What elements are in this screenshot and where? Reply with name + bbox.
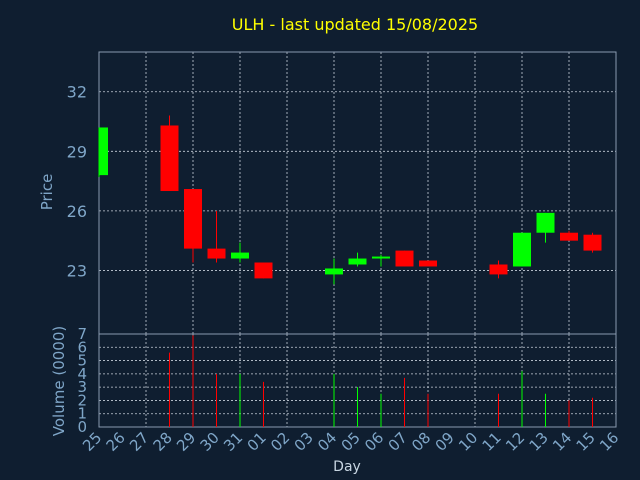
candle-body xyxy=(325,268,343,275)
candle-body xyxy=(160,125,179,192)
volume-bars xyxy=(169,335,593,427)
volume-tick-label: 0 xyxy=(77,418,87,436)
candle-body xyxy=(254,262,273,279)
price-tick-label: 32 xyxy=(67,83,87,102)
volume-tick-label: 4 xyxy=(77,365,87,383)
price-axis-label: Price xyxy=(38,174,56,211)
candle-body xyxy=(99,127,108,176)
volume-axis-label: Volume (0000) xyxy=(50,326,68,436)
volume-tick-label: 2 xyxy=(77,391,87,409)
candle-body xyxy=(489,264,508,275)
candle-body xyxy=(207,248,226,259)
price-tick-label: 23 xyxy=(67,261,87,280)
candle-body xyxy=(395,250,414,267)
chart-title: ULH - last updated 15/08/2025 xyxy=(232,15,478,34)
candle-body xyxy=(184,189,202,249)
candle-body xyxy=(536,212,555,233)
volume-tick-label: 1 xyxy=(77,405,87,423)
candle-body xyxy=(348,258,367,265)
price-tick-label: 29 xyxy=(67,142,87,161)
x-axis-label: Day xyxy=(333,459,361,475)
candles xyxy=(98,115,602,285)
volume-tick-label: 6 xyxy=(77,338,87,356)
candle-body xyxy=(372,256,390,259)
price-axis-ticks: 23 26 29 32 xyxy=(67,83,87,281)
volume-tick-label: 7 xyxy=(77,325,87,343)
price-tick-label: 26 xyxy=(67,202,87,221)
candle-body xyxy=(419,260,437,267)
volume-tick-label: 5 xyxy=(77,352,87,370)
candle-body xyxy=(231,252,249,259)
candle-body xyxy=(583,234,602,251)
candle-body xyxy=(513,232,531,267)
x-axis-ticks: 2526272829303101020304050607080910111213… xyxy=(79,429,622,455)
candle-body xyxy=(560,232,578,241)
volume-tick-label: 3 xyxy=(77,378,87,396)
